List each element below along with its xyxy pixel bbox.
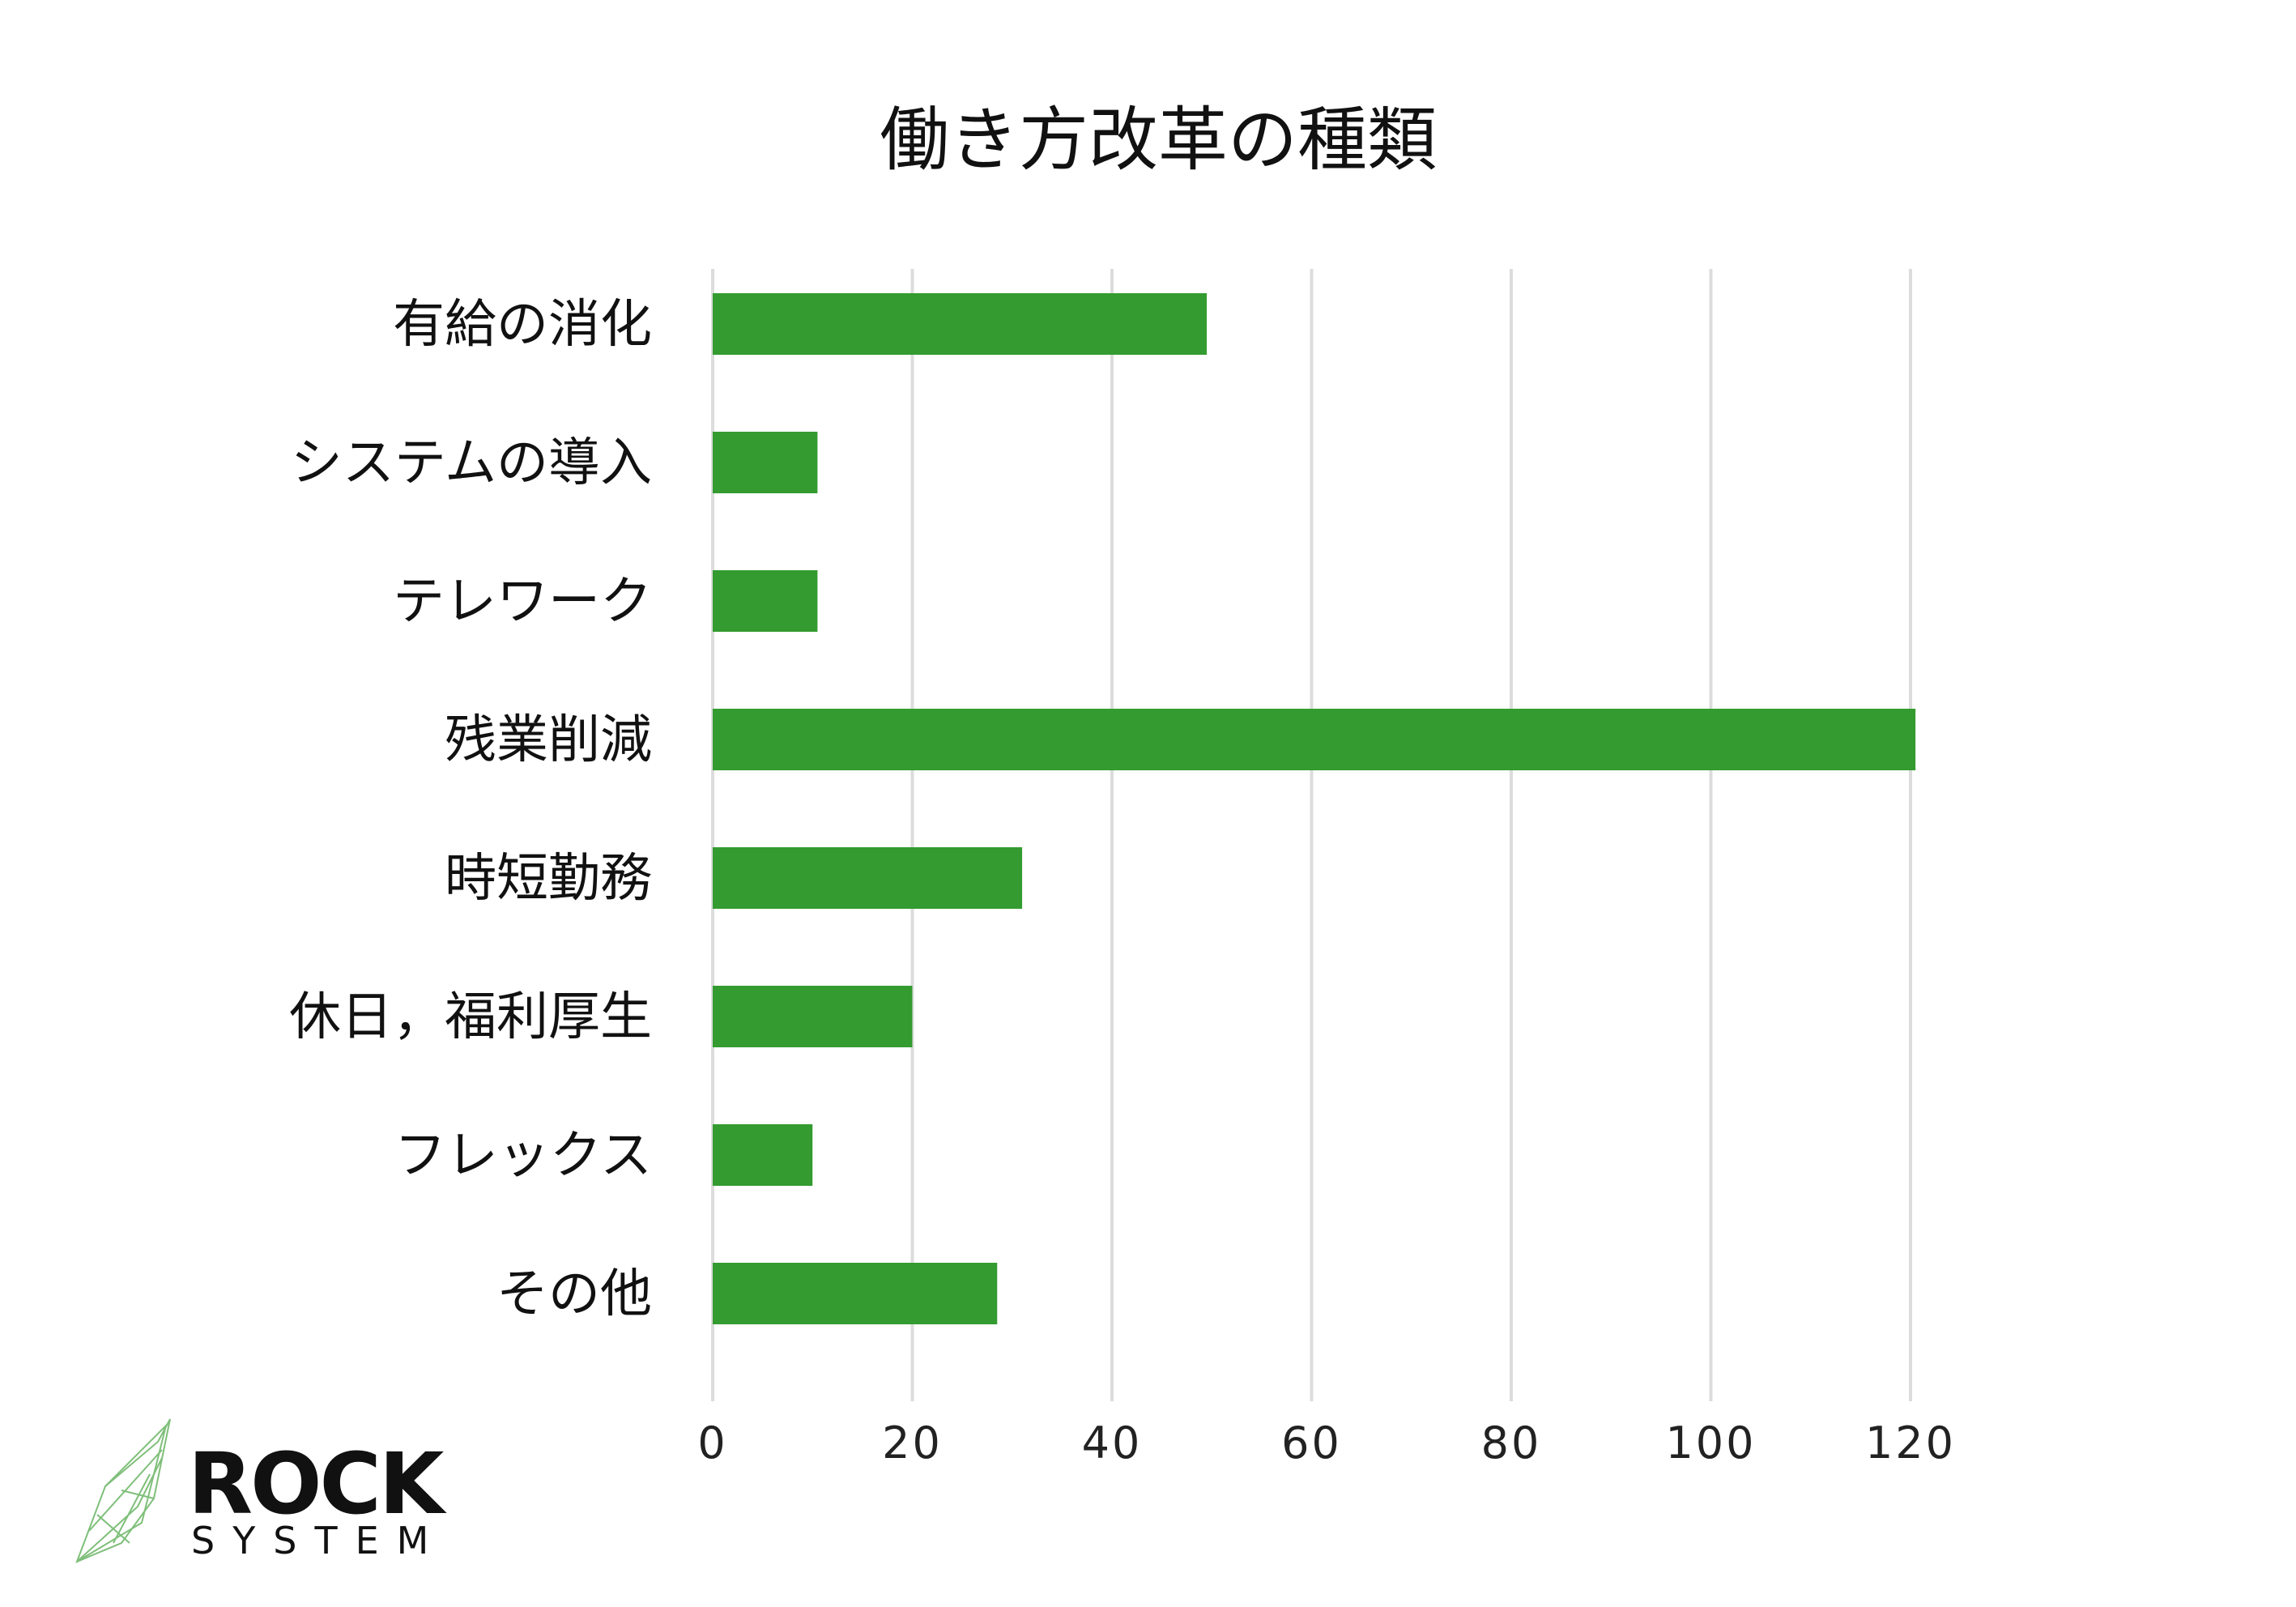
bar [713,293,1208,355]
x-tick-label: 120 [1865,1417,1956,1468]
chart-title: 働き方改革の種類 [880,100,1437,181]
x-tick-label: 100 [1665,1417,1756,1468]
logo-subtitle: SYSTEM [191,1519,446,1562]
bar [713,570,818,632]
category-label: テレワーク [393,572,652,632]
crystal-line-icon [75,1418,171,1563]
category-label: 休日，福利厚生 [289,987,652,1047]
bars [713,293,1916,1324]
category-label: フレックス [394,1126,652,1186]
category-label: システムの導入 [291,433,652,493]
x-tick-label: 60 [1281,1417,1342,1468]
category-label: 時短勤務 [445,849,652,909]
x-tick-label: 40 [1082,1417,1143,1468]
bar [713,432,818,493]
category-label: 残業削減 [445,710,652,770]
category-label: 有給の消化 [393,295,652,355]
bar [713,986,913,1047]
category-label: その他 [496,1264,652,1324]
rock-system-logo: ROCK SYSTEM [75,1418,449,1563]
bar [713,709,1916,770]
x-tick-label: 20 [882,1417,943,1468]
x-tick-label: 80 [1481,1417,1542,1468]
logo-wordmark: ROCK [188,1434,447,1533]
x-tick-label: 0 [697,1417,727,1468]
bar [713,1263,998,1324]
bar [713,1124,813,1186]
bar [713,847,1023,909]
grid-lines [711,269,1912,1401]
x-axis-tick-labels: 0 20 40 60 80 100 120 [697,1417,1956,1468]
